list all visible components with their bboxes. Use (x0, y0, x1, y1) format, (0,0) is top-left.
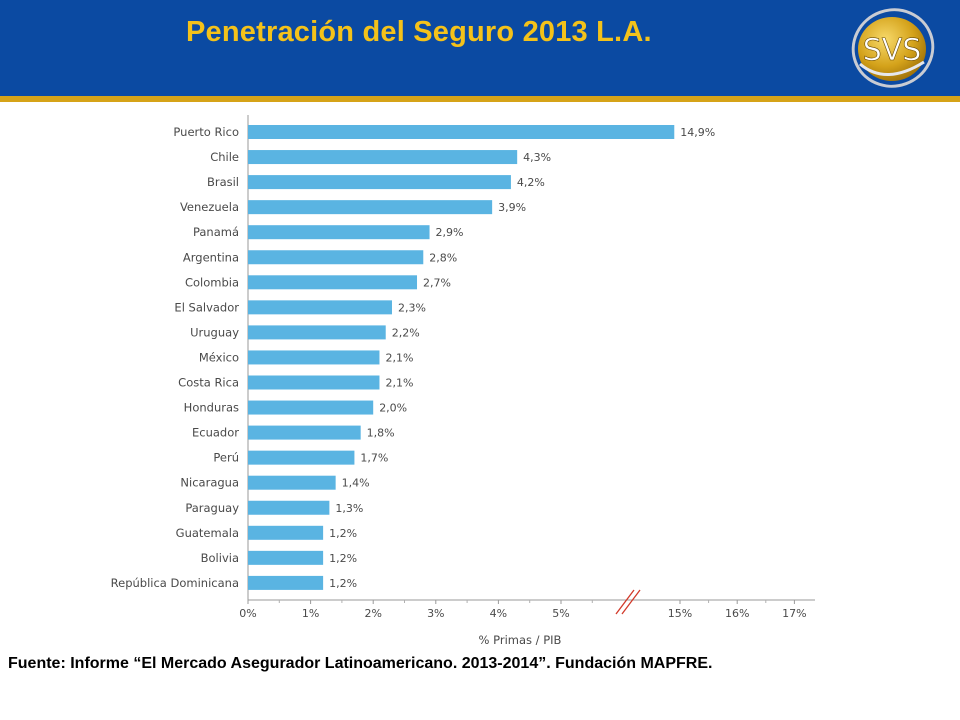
x-tick-label-8: 17% (782, 607, 806, 620)
svs-logo: SVS (851, 8, 935, 88)
bar-15 (248, 500, 330, 515)
bar-5 (248, 250, 424, 265)
logo-text: SVS (863, 33, 922, 68)
x-axis-label: % Primas / PIB (479, 633, 562, 647)
bar-8 (248, 325, 386, 340)
bar-14 (248, 475, 336, 490)
value-label-16: 1,2% (329, 527, 357, 540)
bar-4 (248, 225, 430, 240)
value-label-17: 1,2% (329, 552, 357, 565)
bar-13 (248, 450, 355, 465)
header-accent-line (0, 96, 960, 102)
x-tick-label-5: 5% (552, 607, 569, 620)
category-label-8: Uruguay (190, 325, 239, 339)
bar-18 (248, 575, 324, 590)
bar-16 (248, 525, 324, 540)
value-label-4: 2,9% (436, 226, 464, 239)
x-tick-label-6: 15% (668, 607, 692, 620)
source-note: Fuente: Informe “El Mercado Asegurador L… (8, 655, 713, 672)
value-label-14: 1,4% (342, 477, 370, 490)
category-label-1: Chile (210, 150, 239, 164)
x-tick-label-4: 4% (490, 607, 507, 620)
bar-9 (248, 350, 380, 365)
category-label-7: El Salvador (174, 300, 239, 314)
category-label-17: Bolivia (201, 551, 239, 565)
value-label-9: 2,1% (385, 351, 413, 364)
value-label-3: 3,9% (498, 201, 526, 214)
value-label-6: 2,7% (423, 276, 451, 289)
category-label-0: Puerto Rico (173, 125, 239, 139)
bar-3 (248, 200, 493, 215)
value-label-15: 1,3% (335, 502, 363, 515)
value-label-10: 2,1% (385, 377, 413, 390)
header-bar (0, 0, 960, 96)
value-label-11: 2,0% (379, 402, 407, 415)
x-tick-label-2: 2% (364, 607, 381, 620)
x-tick-label-1: 1% (302, 607, 319, 620)
x-tick-label-3: 3% (427, 607, 444, 620)
value-label-18: 1,2% (329, 577, 357, 590)
value-label-13: 1,7% (360, 452, 388, 465)
value-label-8: 2,2% (392, 326, 420, 339)
bar-1 (248, 150, 518, 165)
axis-break-mark-1 (615, 589, 635, 615)
bar-12 (248, 425, 361, 440)
bar-chart: Puerto Rico 14,9% Chile 4,3% Brasil 4,2% Venez… (111, 115, 815, 647)
bar-17 (248, 550, 324, 565)
category-label-4: Panamá (193, 225, 239, 239)
category-label-15: Paraguay (185, 501, 239, 515)
bar-2 (248, 175, 511, 190)
x-tick-label-7: 16% (725, 607, 749, 620)
bar-7 (248, 300, 392, 315)
value-label-7: 2,3% (398, 301, 426, 314)
axis-break-mark-2 (621, 589, 641, 615)
bar-6 (248, 275, 418, 290)
category-label-2: Brasil (207, 175, 239, 189)
category-label-10: Costa Rica (178, 376, 239, 390)
value-label-0: 14,9% (680, 126, 715, 139)
bar-11 (248, 400, 374, 415)
category-label-5: Argentina (183, 250, 239, 264)
value-label-2: 4,2% (517, 176, 545, 189)
value-label-5: 2,8% (429, 251, 457, 264)
category-label-11: Honduras (184, 401, 239, 415)
category-label-14: Nicaragua (180, 476, 239, 490)
category-label-9: México (199, 350, 239, 364)
bar-0 (248, 125, 675, 139)
value-label-12: 1,8% (367, 427, 395, 440)
category-label-12: Ecuador (192, 426, 239, 440)
category-label-3: Venezuela (180, 200, 239, 214)
category-label-16: Guatemala (176, 526, 239, 540)
bar-10 (248, 375, 380, 390)
value-label-1: 4,3% (523, 151, 551, 164)
category-label-13: Perú (213, 451, 239, 465)
category-label-18: República Dominicana (111, 576, 239, 590)
page-title: Penetración del Seguro 2013 L.A. (186, 16, 652, 48)
category-label-6: Colombia (185, 275, 239, 289)
x-tick-label-0: 0% (239, 607, 256, 620)
